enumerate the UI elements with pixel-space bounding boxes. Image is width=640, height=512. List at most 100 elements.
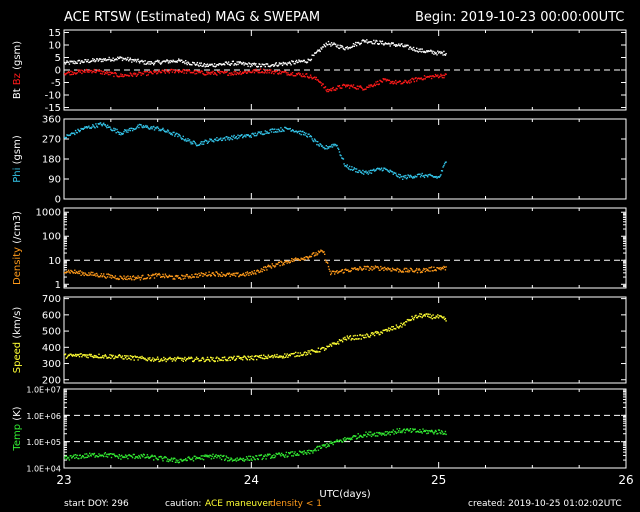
data-point [182,68,184,71]
data-point [373,84,375,87]
data-point [214,72,216,74]
data-point [189,276,192,278]
data-point [291,260,294,263]
ytick-label-phi: 180 [42,155,61,166]
data-point [259,454,262,456]
data-point [265,458,267,460]
data-point [216,456,218,459]
data-point [78,70,80,73]
data-point [70,269,72,272]
data-point [155,359,157,361]
data-point [374,265,377,267]
data-point [296,61,298,64]
data-point [149,277,152,279]
data-point [78,59,81,62]
data-point [83,457,85,459]
data-point [366,334,369,336]
data-point [146,277,149,279]
data-point [396,81,398,83]
data-point [265,132,267,134]
data-point [119,56,121,58]
data-point [271,71,273,73]
data-point [249,455,252,458]
data-point [410,81,412,83]
data-point [344,336,346,339]
data-point [79,454,81,456]
data-point [273,131,275,133]
data-point [91,72,93,74]
data-point [375,169,377,171]
data-point [361,436,363,438]
data-point [146,456,148,458]
data-point [110,453,112,455]
data-point [370,41,373,43]
data-point [372,169,374,171]
data-point [362,268,364,270]
data-point [408,48,410,50]
data-point [195,143,197,145]
data-point [398,271,400,273]
data-point [244,459,246,461]
data-point [266,453,269,455]
data-point [416,431,418,433]
data-point [78,59,80,62]
data-point [251,355,253,357]
data-point [390,81,392,83]
data-point [94,273,96,275]
data-point [196,358,199,360]
data-point [369,434,371,436]
data-point [330,345,333,347]
data-point [402,45,404,47]
data-point [147,74,149,76]
data-point [80,457,82,459]
data-point [263,63,266,66]
data-point [202,273,205,275]
data-point [250,458,252,460]
ylabel-part: Speed [12,342,23,373]
series-temp [64,428,447,464]
data-point [430,75,432,77]
data-point [251,65,253,67]
data-point [133,60,135,62]
data-point [232,60,234,62]
data-point [99,69,101,72]
data-point [440,316,443,318]
data-point [431,75,433,77]
data-point [244,275,246,277]
data-point [416,316,418,319]
data-point [231,358,234,360]
data-point [419,50,421,52]
data-point [302,133,305,136]
data-point [121,74,124,76]
data-point [270,72,273,74]
data-point [233,134,235,137]
data-point [408,430,410,432]
data-point [297,131,299,133]
data-point [112,276,114,278]
data-point [259,355,261,357]
data-point [128,60,130,62]
data-point [335,145,337,147]
data-point [404,79,406,82]
data-point [350,269,352,272]
data-point [397,44,399,46]
data-point [375,39,377,42]
data-point [218,455,220,457]
data-point [290,353,292,355]
data-point [325,145,327,147]
data-point [139,356,142,358]
data-point [100,357,103,359]
data-point [88,61,90,64]
data-point [398,327,400,329]
data-point [131,127,133,130]
data-point [284,126,287,129]
data-point [267,454,270,456]
data-point [208,359,210,361]
data-point [298,132,301,135]
data-point [174,72,176,74]
data-point [120,276,122,278]
data-point [95,455,97,457]
data-point [313,450,315,452]
data-point [334,342,337,345]
data-point [88,455,90,458]
